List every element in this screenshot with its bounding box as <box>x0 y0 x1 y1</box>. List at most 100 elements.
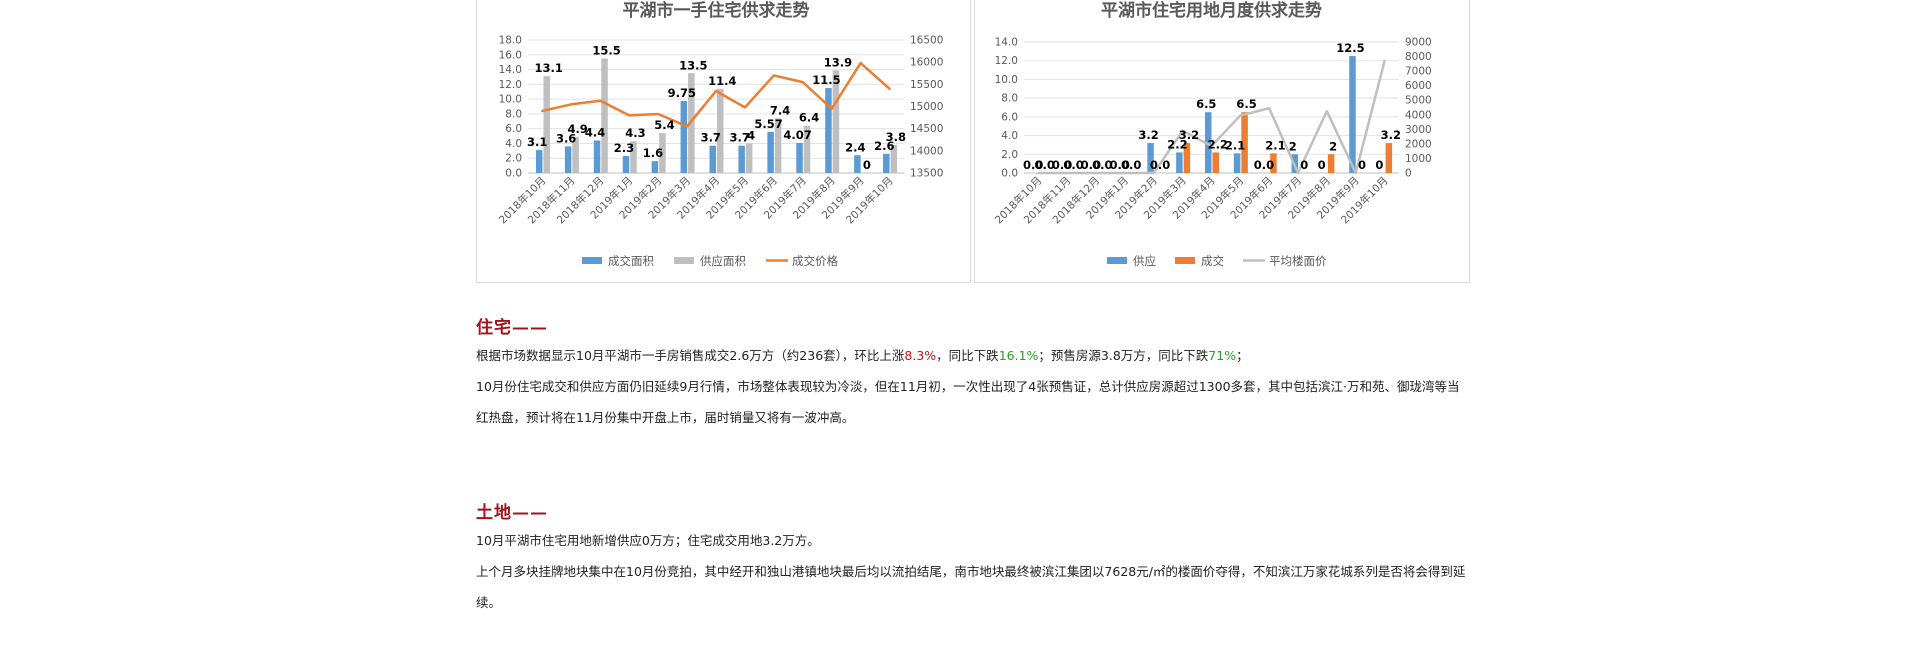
housing-text-part-3: ；预售房源3.8万方，同比下跌 <box>1038 348 1209 363</box>
data-label: 0.0 <box>1150 158 1170 172</box>
data-label: 2.4 <box>845 140 865 154</box>
bar-成交面积 <box>825 88 832 173</box>
data-label: 2.6 <box>874 139 894 153</box>
bar-成交面积 <box>709 145 716 173</box>
y-right-tick-label: 13500 <box>910 168 943 180</box>
data-label: 2.2 <box>1167 137 1187 151</box>
data-label: 12.5 <box>1336 41 1364 55</box>
y-right-tick-label: 15000 <box>910 101 943 113</box>
data-label: 0.0 <box>1121 158 1141 172</box>
y-left-tick-label: 0.0 <box>505 168 522 180</box>
data-label: 4.4 <box>585 125 605 139</box>
chart-title: 平湖市住宅用地月度供求走势 <box>1101 0 1322 21</box>
data-label: 3.7 <box>701 131 721 145</box>
y-left-tick-label: 8.0 <box>1001 93 1018 105</box>
data-label: 5.57 <box>754 117 782 131</box>
bar-供应面积 <box>543 76 550 173</box>
data-label: 3.2 <box>1179 128 1199 142</box>
bar-供应面积 <box>659 133 666 173</box>
y-left-tick-label: 6.0 <box>1001 111 1018 123</box>
legend-label-成交价格: 成交价格 <box>792 254 838 268</box>
housing-supply-demand-chart: 平湖市一手住宅供求走势 0.0 2.0 4.0 6.0 8.0 10.0 12.0 14.0 16… <box>476 0 971 283</box>
bar-成交面积 <box>883 153 890 173</box>
y-right-tick-label: 5000 <box>1405 95 1432 107</box>
y-right-tick-label: 14000 <box>910 145 943 157</box>
yoy-decrease-value: 16.1% <box>998 348 1039 363</box>
legend-label-成交: 成交 <box>1201 254 1224 268</box>
y-left-tick-label: 10.0 <box>995 74 1018 86</box>
data-label: 0.0 <box>1081 158 1101 172</box>
data-label: 2 <box>1289 139 1297 153</box>
housing-paragraph-2: 10月份住宅成交和供应方面仍旧延续9月行情，市场整体表现较为冷淡，但在11月初，… <box>476 379 1460 425</box>
bar-成交 <box>1241 112 1248 173</box>
y-right-tick-label: 6000 <box>1405 80 1432 92</box>
y-left-tick-label: 18.0 <box>499 35 522 47</box>
y-right-tick-label: 7000 <box>1405 66 1432 78</box>
land-section-title: 土地—— <box>476 503 548 523</box>
bar-供应 <box>1205 112 1212 173</box>
data-label: 11.4 <box>708 74 736 88</box>
data-label: 0.0 <box>1110 158 1130 172</box>
y-left-tick-label: 6.0 <box>505 123 522 135</box>
bar-成交面积 <box>535 150 543 173</box>
bar-供应 <box>1176 152 1183 173</box>
data-label: 9.75 <box>668 86 696 100</box>
bar-成交面积 <box>622 156 630 173</box>
y-right-tick-label: 4000 <box>1405 109 1432 121</box>
land-paragraph-2: 上个月多块挂牌地块集中在10月份竞拍，其中经开和独山港镇地块最后均以流拍结尾，南… <box>476 564 1466 610</box>
y-left-tick-label: 16.0 <box>499 49 522 61</box>
legend-label-成交面积: 成交面积 <box>608 254 654 268</box>
data-label: 0 <box>1358 158 1366 172</box>
legend-label-平均楼面价: 平均楼面价 <box>1269 254 1327 268</box>
y-right-tick-label: 3000 <box>1405 124 1432 136</box>
legend-label-供应: 供应 <box>1133 254 1156 268</box>
y-left-tick-label: 2.0 <box>1001 149 1018 161</box>
data-label: 0 <box>863 158 871 172</box>
data-label: 0.0 <box>1063 158 1083 172</box>
y-left-tick-label: 10.0 <box>499 94 522 106</box>
mom-increase-value: 8.3% <box>904 348 937 363</box>
data-label: 4.9 <box>567 122 587 136</box>
data-label: 1.6 <box>643 146 663 160</box>
bar-供应面积 <box>572 136 579 173</box>
bar-成交 <box>1385 143 1393 173</box>
bar-供应 <box>1349 56 1356 173</box>
y-left-tick-label: 4.0 <box>505 138 522 150</box>
bar-供应 <box>1147 143 1154 173</box>
housing-text-part-2: ，同比下跌 <box>936 348 999 363</box>
legend-label-供应面积: 供应面积 <box>700 254 746 268</box>
data-label: 3.7 <box>729 131 749 145</box>
legend-swatch-供应 <box>1107 257 1127 264</box>
data-label: 15.5 <box>592 43 620 57</box>
housing-paragraph-1: 根据市场数据显示10月平湖市一手房销售成交2.6万方（约236套），环比上涨8.… <box>476 340 1466 371</box>
data-label: 2.3 <box>614 141 634 155</box>
y-right-tick-label: 9000 <box>1405 37 1432 49</box>
bar-成交 <box>1183 143 1191 173</box>
data-label: 11.5 <box>812 73 840 87</box>
data-label: 3.6 <box>556 131 576 145</box>
bar-供应面积 <box>601 58 608 173</box>
data-label: 0 <box>1300 158 1308 172</box>
data-label: 7.4 <box>770 103 790 117</box>
data-label: 3.1 <box>527 135 547 149</box>
bar-供应面积 <box>774 118 782 173</box>
y-right-tick-label: 14500 <box>910 123 943 135</box>
y-left-tick-label: 12.0 <box>499 79 522 91</box>
bar-供应面积 <box>745 143 753 173</box>
bar-成交面积 <box>564 146 572 173</box>
y-right-tick-label: 0 <box>1405 168 1412 180</box>
data-label: 3.2 <box>1381 128 1401 142</box>
legend-swatch-成交 <box>1175 257 1195 264</box>
bar-成交面积 <box>854 155 861 173</box>
bar-成交面积 <box>738 145 745 173</box>
data-label: 2.1 <box>1265 138 1285 152</box>
y-left-tick-label: 4.0 <box>1001 130 1018 142</box>
bar-成交面积 <box>767 131 774 173</box>
y-right-tick-label: 16500 <box>910 35 943 47</box>
data-label: 0.0 <box>1034 158 1054 172</box>
data-label: 2 <box>1329 139 1337 153</box>
data-label: 3.8 <box>886 130 906 144</box>
line-成交价格 <box>541 61 891 128</box>
presale-yoy-decrease-value: 71% <box>1208 348 1237 363</box>
y-right-tick-label: 2000 <box>1405 138 1432 150</box>
